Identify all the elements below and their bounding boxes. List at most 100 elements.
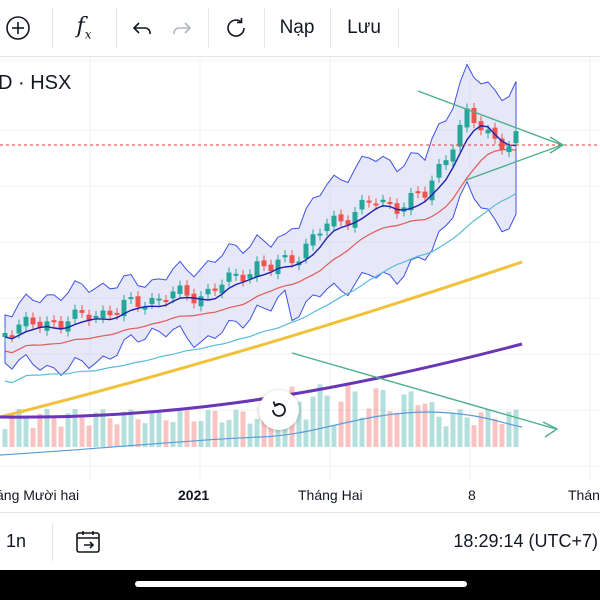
- volume-bar: [485, 409, 491, 447]
- candle-body: [387, 202, 393, 205]
- trend-drawings[interactable]: [291, 90, 565, 438]
- candle-body: [233, 273, 239, 276]
- volume-bar: [303, 419, 309, 447]
- ma-medium-blue-line: [4, 192, 517, 384]
- candle-body: [219, 284, 225, 294]
- candle-body: [492, 127, 498, 139]
- indicators-button[interactable]: fx: [60, 0, 108, 56]
- volume-bar: [23, 415, 29, 447]
- ma-longest-purple-line: [0, 342, 523, 419]
- undo-button[interactable]: [124, 0, 160, 56]
- volume-bar: [30, 427, 36, 447]
- candle-body: [9, 335, 15, 338]
- volume-bar: [226, 419, 232, 447]
- candle-body: [30, 317, 36, 325]
- candle-body: [198, 296, 204, 307]
- volume-bar: [44, 409, 50, 447]
- candle-body: [436, 164, 442, 178]
- candle-body: [37, 321, 43, 328]
- volume-bar: [254, 418, 260, 447]
- volume-bar: [415, 405, 421, 447]
- toolbar-divider: [52, 8, 53, 48]
- symbol-title: D · HSX: [0, 72, 72, 94]
- add-indicator-button[interactable]: [0, 0, 36, 56]
- clock-timezone-label[interactable]: 18:29:14 (UTC+7): [453, 531, 598, 551]
- candle-body: [499, 138, 505, 150]
- candle-body: [338, 214, 344, 222]
- refresh-button[interactable]: [216, 0, 256, 56]
- candle-body: [142, 306, 148, 310]
- candle-body: [415, 191, 421, 194]
- volume-bar: [191, 421, 197, 447]
- home-indicator[interactable]: [135, 581, 467, 587]
- candle-body: [359, 199, 365, 210]
- volume-bar: [296, 401, 302, 447]
- candle-body: [394, 203, 400, 214]
- volume-bar: [177, 410, 183, 447]
- refresh-icon: [227, 18, 245, 37]
- volume-bar: [436, 416, 442, 447]
- candle-body: [310, 234, 316, 246]
- candle-body: [506, 146, 512, 153]
- candle-body: [163, 300, 169, 303]
- volume-bar: [331, 424, 337, 447]
- candle-body: [331, 215, 337, 227]
- calendar-range-icon: [76, 531, 100, 553]
- volume-bar: [373, 388, 379, 447]
- volume-bar: [72, 409, 78, 447]
- candle-body: [100, 310, 106, 319]
- save-button[interactable]: Lưu: [347, 17, 381, 38]
- candle-body: [16, 324, 22, 334]
- date-range-button[interactable]: [74, 529, 102, 560]
- volume-bar: [142, 423, 148, 447]
- candle-body: [471, 107, 477, 124]
- volume-bar: [408, 391, 414, 447]
- volume-bar: [107, 418, 113, 447]
- volume-bar: [240, 411, 246, 447]
- interval-button[interactable]: 1n: [6, 531, 27, 551]
- candle-body: [58, 320, 64, 329]
- trendline-arrow-icon: [549, 136, 565, 154]
- price-chart[interactable]: [0, 57, 600, 512]
- ma-fast-navy-line: [4, 124, 517, 340]
- candle-body: [345, 220, 351, 225]
- toolbar-divider: [264, 8, 265, 48]
- candle-body: [23, 316, 29, 327]
- candle-body: [366, 200, 372, 203]
- volume-bar: [352, 391, 358, 447]
- candle-body: [317, 233, 323, 236]
- candle-body: [2, 333, 8, 337]
- candle-body: [177, 285, 183, 294]
- redo-button[interactable]: [164, 0, 200, 56]
- volume-bar: [366, 408, 372, 447]
- volume-bar: [513, 409, 519, 447]
- volume-bar: [359, 417, 365, 447]
- x-axis-label: Thán: [568, 487, 600, 503]
- volume-bar: [163, 420, 169, 447]
- toolbar-divider: [330, 8, 331, 48]
- candle-body: [268, 264, 274, 272]
- volume-bar: [492, 418, 498, 447]
- redo-icon: [173, 22, 192, 34]
- top-toolbar: fx Nạp Lưu: [0, 0, 600, 57]
- x-axis-label: Tháng Hai: [298, 487, 363, 503]
- reset-chart-button[interactable]: [259, 390, 299, 430]
- candle-body: [149, 298, 155, 305]
- candle-body: [289, 255, 295, 264]
- system-home-bar: [0, 570, 600, 600]
- load-button[interactable]: Nạp: [279, 17, 315, 38]
- volume-bar: [233, 409, 239, 447]
- candle-body: [79, 310, 85, 313]
- candle-body: [240, 274, 246, 282]
- volume-bar: [9, 414, 15, 447]
- plus-circle-icon: [6, 16, 30, 40]
- bollinger-band: [4, 63, 517, 377]
- volume-bar: [121, 411, 127, 447]
- candle-body: [422, 191, 428, 198]
- volume-bar: [261, 409, 267, 447]
- volume-bar: [184, 410, 190, 447]
- candle-body: [513, 131, 519, 144]
- candle-body: [485, 129, 491, 134]
- candle-body: [261, 260, 267, 267]
- volume-bar: [149, 411, 155, 447]
